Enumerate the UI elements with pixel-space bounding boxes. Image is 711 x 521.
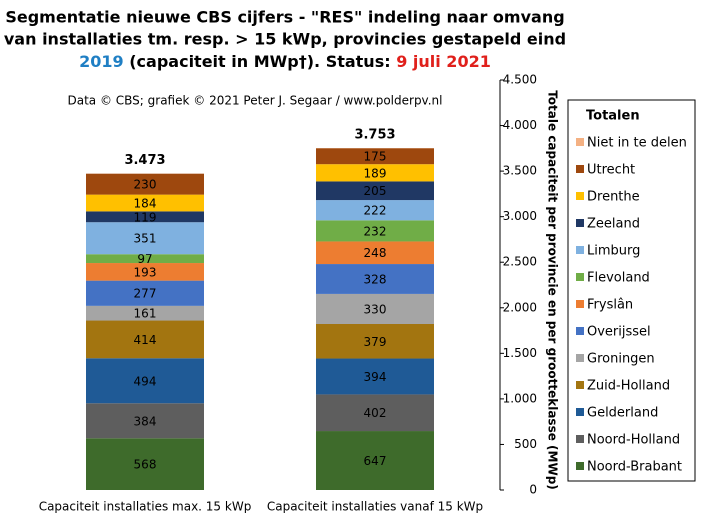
bar-segment <box>316 148 434 165</box>
legend-swatch <box>576 165 584 173</box>
chart-title: 2019 (capaciteit in MWp†). Status: 9 jul… <box>79 52 491 71</box>
bar-segment <box>86 358 204 404</box>
legend-label: Drenthe <box>587 190 640 205</box>
x-tick-label: Capaciteit installaties vanaf 15 kWp <box>267 500 483 514</box>
data-label: 97 <box>137 252 152 266</box>
legend-label: Fryslân <box>587 298 633 313</box>
total-label: 3.473 <box>124 153 165 168</box>
bar-segment <box>86 320 204 359</box>
legend-swatch <box>576 408 584 416</box>
legend-swatch <box>576 219 584 227</box>
bar-segment <box>316 200 434 221</box>
data-label: 414 <box>134 333 157 347</box>
legend-swatch <box>576 246 584 254</box>
bar-segment <box>86 222 204 255</box>
data-label: 205 <box>364 184 387 198</box>
y-tick-label: 4.000 <box>503 118 537 132</box>
chart-title: Segmentatie nieuwe CBS cijfers - "RES" i… <box>5 8 564 27</box>
bar-segment <box>316 431 434 490</box>
legend-label: Noord-Holland <box>587 433 680 448</box>
legend-swatch <box>576 300 584 308</box>
title-part: 2019 <box>79 52 124 71</box>
data-label: 328 <box>364 272 387 286</box>
bar-segment <box>316 358 434 395</box>
legend-swatch <box>576 435 584 443</box>
bar-segment <box>86 263 204 281</box>
legend-swatch <box>576 381 584 389</box>
legend-swatch <box>576 273 584 281</box>
total-label: 3.753 <box>354 128 395 143</box>
data-label: 494 <box>134 374 157 388</box>
data-label: 184 <box>134 197 157 211</box>
chart-title: van installaties tm. resp. > 15 kWp, pro… <box>4 30 566 49</box>
subtitle: Data © CBS; grafiek © 2021 Peter J. Sega… <box>68 94 443 108</box>
y-tick-label: 3.000 <box>503 209 537 223</box>
bar-segment <box>86 211 204 223</box>
data-label: 379 <box>364 335 387 349</box>
data-label: 402 <box>364 406 387 420</box>
bar-segment <box>316 264 434 294</box>
legend-label: Utrecht <box>587 163 635 178</box>
bar-segment <box>316 164 434 182</box>
data-label: 277 <box>134 287 157 301</box>
y-tick-label: 1.500 <box>503 346 537 360</box>
legend-label: Zeeland <box>587 217 640 232</box>
data-label: 394 <box>364 370 387 384</box>
data-label: 230 <box>134 178 157 192</box>
bar-segment <box>316 293 434 324</box>
data-label: 175 <box>364 150 387 164</box>
legend-label: Limburg <box>587 244 640 259</box>
legend-swatch <box>576 462 584 470</box>
data-label: 384 <box>134 414 157 428</box>
y-tick-label: 3.500 <box>503 164 537 178</box>
legend-title: Totalen <box>586 109 640 124</box>
data-label: 222 <box>364 204 387 218</box>
y-tick-label: 500 <box>514 437 537 451</box>
legend-label: Gelderland <box>587 406 658 421</box>
y-tick-label: 2.500 <box>503 255 537 269</box>
y-tick-label: 2.000 <box>503 300 537 314</box>
bar-segment <box>86 403 204 439</box>
data-label: 647 <box>364 454 387 468</box>
y-axis-label: Totale capaciteit per provincie en per g… <box>546 90 560 490</box>
legend-label: Overijssel <box>587 325 651 340</box>
data-label: 232 <box>364 224 387 238</box>
legend-label: Flevoland <box>587 271 650 286</box>
bar-segment <box>316 394 434 432</box>
data-label: 193 <box>134 265 157 279</box>
legend-label: Niet in te delen <box>587 136 687 151</box>
legend-label: Noord-Brabant <box>587 460 682 475</box>
legend-swatch <box>576 327 584 335</box>
y-tick-label: 0 <box>529 483 537 497</box>
x-tick-label: Capaciteit installaties max. 15 kWp <box>39 500 252 514</box>
legend-label: Groningen <box>587 352 655 367</box>
legend-swatch <box>576 192 584 200</box>
title-part: (capaciteit in MWp†). Status: <box>124 52 397 71</box>
legend-swatch <box>576 354 584 362</box>
bar-segment <box>316 181 434 201</box>
data-label: 568 <box>134 458 157 472</box>
bar-segment <box>316 323 434 359</box>
bar-segment <box>86 305 204 321</box>
title-part: 9 juli 2021 <box>396 52 491 71</box>
data-label: 161 <box>134 307 157 321</box>
bar-segment <box>86 438 204 490</box>
bar-segment <box>316 220 434 242</box>
legend-label: Zuid-Holland <box>587 379 670 394</box>
data-label: 351 <box>134 232 157 246</box>
data-label: 119 <box>134 210 157 224</box>
bar-segment <box>316 241 434 265</box>
bar-segment <box>86 194 204 212</box>
data-label: 248 <box>364 246 387 260</box>
data-label: 189 <box>364 166 387 180</box>
legend-swatch <box>576 138 584 146</box>
y-tick-label: 1.000 <box>503 391 537 405</box>
y-tick-label: 4.500 <box>503 73 537 87</box>
bar-segment <box>86 173 204 195</box>
bar-segment <box>86 280 204 306</box>
bar-segment <box>86 254 204 264</box>
data-label: 330 <box>364 302 387 316</box>
legend-box <box>567 99 696 482</box>
